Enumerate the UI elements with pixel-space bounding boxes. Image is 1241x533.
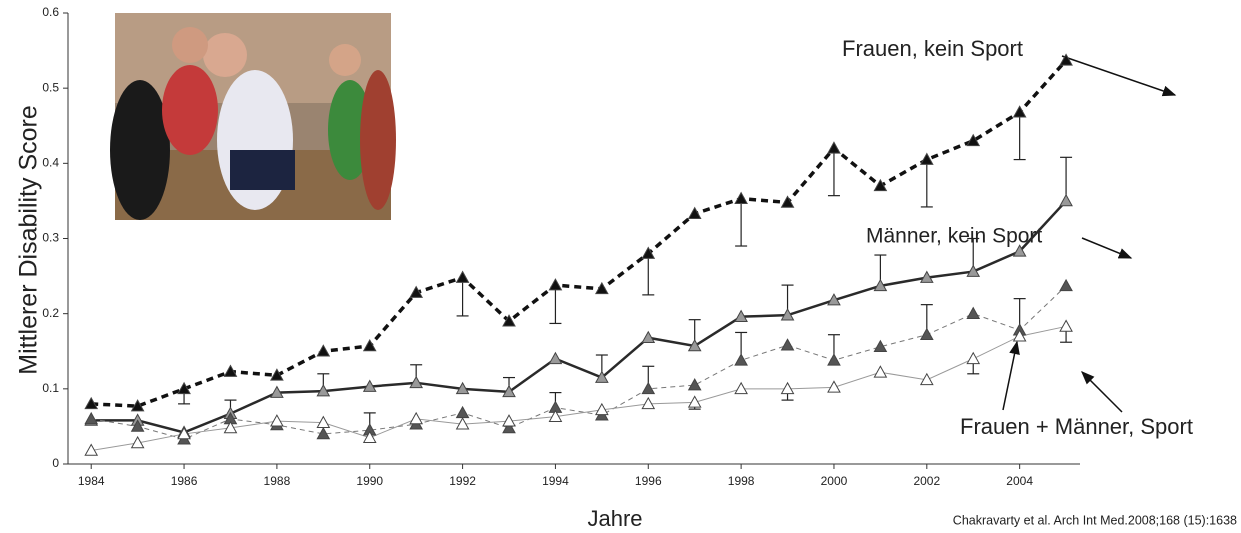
marker xyxy=(828,354,840,365)
x-tick-label: 2000 xyxy=(821,474,848,488)
marker xyxy=(1060,320,1072,331)
marker xyxy=(689,208,701,219)
marker xyxy=(967,308,979,319)
error-bar xyxy=(457,278,469,316)
marker xyxy=(1014,106,1026,117)
x-tick-label: 2004 xyxy=(1006,474,1033,488)
marker xyxy=(85,413,97,424)
error-bar xyxy=(1014,112,1026,159)
marker xyxy=(549,279,561,290)
error-bar xyxy=(735,199,747,246)
marker xyxy=(689,379,701,390)
marker xyxy=(1060,54,1072,65)
marker xyxy=(317,345,329,356)
annotation: Frauen, kein Sport xyxy=(842,36,1023,61)
marker xyxy=(642,332,654,343)
y-tick-label: 0.2 xyxy=(42,306,59,320)
marker xyxy=(828,381,840,392)
annotation: Männer, kein Sport xyxy=(866,225,1042,248)
marker xyxy=(1060,280,1072,291)
page: Mittlerer Disability Score Jahre Chakrav… xyxy=(0,0,1241,533)
marker xyxy=(735,354,747,365)
marker xyxy=(457,272,469,283)
marker xyxy=(271,415,283,426)
x-tick-label: 1994 xyxy=(542,474,569,488)
marker xyxy=(735,193,747,204)
y-tick-label: 0 xyxy=(52,456,59,470)
x-tick-label: 1988 xyxy=(264,474,291,488)
marker xyxy=(642,248,654,259)
y-tick-label: 0.3 xyxy=(42,231,59,245)
marker xyxy=(782,339,794,350)
annotation: Frauen + Männer, Sport xyxy=(960,414,1193,439)
source: Chakravarty et al. Arch Int Med.2008;168… xyxy=(953,513,1237,527)
marker xyxy=(457,407,469,418)
marker xyxy=(782,196,794,207)
x-tick-label: 1986 xyxy=(171,474,198,488)
marker xyxy=(689,396,701,407)
marker xyxy=(1060,195,1072,206)
x-axis-title: Jahre xyxy=(587,506,642,531)
chart: Mittlerer Disability Score Jahre Chakrav… xyxy=(0,0,1241,533)
marker xyxy=(410,413,422,424)
marker xyxy=(596,283,608,294)
marker xyxy=(364,340,376,351)
marker xyxy=(828,142,840,153)
y-tick-label: 0.6 xyxy=(42,5,59,19)
marker xyxy=(874,366,886,377)
error-bar xyxy=(921,160,933,207)
marker xyxy=(921,329,933,340)
marker xyxy=(967,353,979,364)
marker xyxy=(921,154,933,165)
error-bar xyxy=(642,254,654,295)
x-tick-label: 1984 xyxy=(78,474,105,488)
y-axis-title: Mittlerer Disability Score xyxy=(15,105,43,375)
x-tick-label: 1992 xyxy=(449,474,476,488)
series-line xyxy=(91,286,1066,439)
photo xyxy=(110,13,396,220)
error-bar xyxy=(549,285,561,323)
marker xyxy=(549,353,561,364)
x-tick-label: 1996 xyxy=(635,474,662,488)
marker xyxy=(735,383,747,394)
y-tick-label: 0.1 xyxy=(42,381,59,395)
x-tick-label: 1998 xyxy=(728,474,755,488)
series-line xyxy=(91,326,1066,450)
y-tick-label: 0.4 xyxy=(42,156,59,170)
x-tick-label: 2002 xyxy=(913,474,940,488)
x-tick-label: 1990 xyxy=(356,474,383,488)
y-tick-label: 0.5 xyxy=(42,80,59,94)
